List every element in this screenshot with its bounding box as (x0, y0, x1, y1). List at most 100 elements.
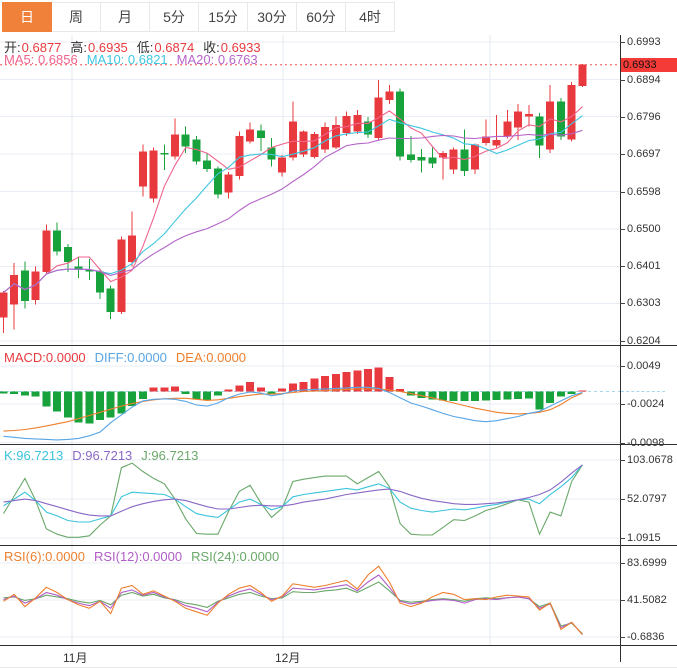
tab-day[interactable]: 日 (2, 2, 52, 32)
macd-bar (449, 391, 458, 401)
tab-60min[interactable]: 60分 (297, 2, 346, 32)
macd-bar (342, 372, 351, 392)
panel-separator (0, 545, 677, 546)
ohlc-value: 0.6935 (88, 40, 128, 55)
macd-bar (299, 382, 308, 392)
macd-bar (42, 391, 51, 407)
macd-bar (471, 391, 480, 401)
tab-4hour[interactable]: 4时 (346, 2, 395, 32)
macd-bar (203, 391, 212, 400)
axis-tick-label: 0.6500 (627, 223, 661, 235)
macd-panel[interactable] (0, 347, 620, 444)
candle-down (63, 247, 72, 262)
macd-bar (567, 391, 576, 395)
macd-bar (353, 370, 362, 392)
legend-item: MA20: 0.6763 (176, 52, 258, 67)
candle-up (342, 115, 351, 133)
axis-tick (620, 341, 625, 342)
macd-bar (85, 391, 94, 424)
tab-15min[interactable]: 15分 (199, 2, 248, 32)
axis-tick (620, 42, 625, 43)
axis-tick-label: -0.6836 (627, 631, 665, 643)
macd-bar (396, 388, 405, 392)
candle-down (95, 271, 104, 293)
legend-item: DIFF:0.0000 (94, 350, 167, 365)
candle-down (406, 154, 415, 160)
legend-item: RSI(24):0.0000 (191, 549, 280, 564)
ohlc-label: 高: (70, 40, 88, 55)
axis-tick (620, 499, 625, 500)
macd-bar (53, 391, 62, 412)
candle-up (299, 131, 308, 155)
axis-tick-label: 0.6993 (627, 36, 661, 48)
kdj-panel[interactable] (0, 445, 620, 545)
macd-bar (514, 391, 523, 399)
candle-down (417, 156, 426, 161)
macd-bar (128, 391, 137, 407)
candle-up (481, 136, 490, 143)
candle-up (0, 292, 8, 318)
macd-bar (235, 385, 244, 392)
tab-5min[interactable]: 5分 (150, 2, 199, 32)
macd-legend: MACD:0.0000 DIFF:0.0000 DEA:0.0000 (4, 350, 255, 365)
candle-down (20, 270, 29, 301)
macd-bar (288, 383, 297, 392)
macd-bar (246, 382, 255, 392)
macd-bar (374, 367, 383, 392)
panel-separator (0, 645, 677, 646)
macd-bar (428, 391, 437, 400)
candlestick-panel[interactable] (0, 35, 620, 345)
macd-bar (256, 387, 265, 392)
axis-tick-label: 52.0797 (627, 493, 667, 505)
axis-tick (620, 563, 625, 564)
macd-bar (481, 391, 490, 401)
macd-bar (578, 390, 587, 392)
macd-bar (556, 391, 565, 397)
legend-item: RSI(6):0.0000 (4, 549, 85, 564)
macd-bar (331, 373, 340, 392)
axis-tick-label: 41.5082 (627, 594, 667, 606)
tab-week[interactable]: 周 (52, 2, 101, 32)
macd-bar (95, 391, 104, 421)
rsi-panel[interactable] (0, 546, 620, 645)
macd-bar (439, 391, 448, 401)
candle-down (535, 116, 544, 146)
macd-bar (492, 391, 501, 400)
candle-up (524, 114, 533, 117)
candle-up (514, 111, 523, 128)
candle-up (31, 271, 40, 301)
ohlc-value: 0.6877 (21, 40, 62, 55)
candle-up (10, 275, 19, 305)
axis-tick (620, 637, 625, 638)
candle-up (567, 84, 576, 140)
candle-up (546, 101, 555, 150)
tab-month[interactable]: 月 (101, 2, 150, 32)
axis-tick-label: 0.6303 (627, 297, 661, 309)
candle-up (439, 153, 448, 158)
candle-up (42, 230, 51, 273)
candle-down (160, 153, 169, 155)
axis-tick (620, 366, 625, 367)
candle-up (449, 149, 458, 170)
legend-item: D:96.7213 (72, 448, 133, 463)
axis-tick-label: 0.6598 (627, 186, 661, 198)
macd-bar (278, 388, 287, 392)
legend-item: MA5: 0.6856 (4, 52, 78, 67)
ohlc-legend: 开:0.6877 高:0.6935 低:0.6874 收:0.6933 (4, 37, 270, 56)
price-axis-line (620, 35, 621, 662)
xaxis-label-november: 11月 (63, 651, 88, 665)
tab-30min[interactable]: 30分 (248, 2, 297, 32)
candle-up (117, 239, 126, 313)
axis-tick-label: 0.6697 (627, 148, 661, 160)
macd-bar (63, 391, 72, 418)
ohlc-label: 开: (4, 40, 21, 55)
axis-tick-label: 0.6401 (627, 260, 661, 272)
macd-bar (181, 391, 190, 395)
axis-tick-label: 83.6999 (627, 557, 667, 569)
current-price-badge: 0.6933 (621, 58, 677, 72)
axis-tick (620, 303, 625, 304)
macd-bar (171, 386, 180, 392)
axis-tick (620, 154, 625, 155)
macd-bar (106, 391, 115, 418)
macd-bar (321, 375, 330, 392)
